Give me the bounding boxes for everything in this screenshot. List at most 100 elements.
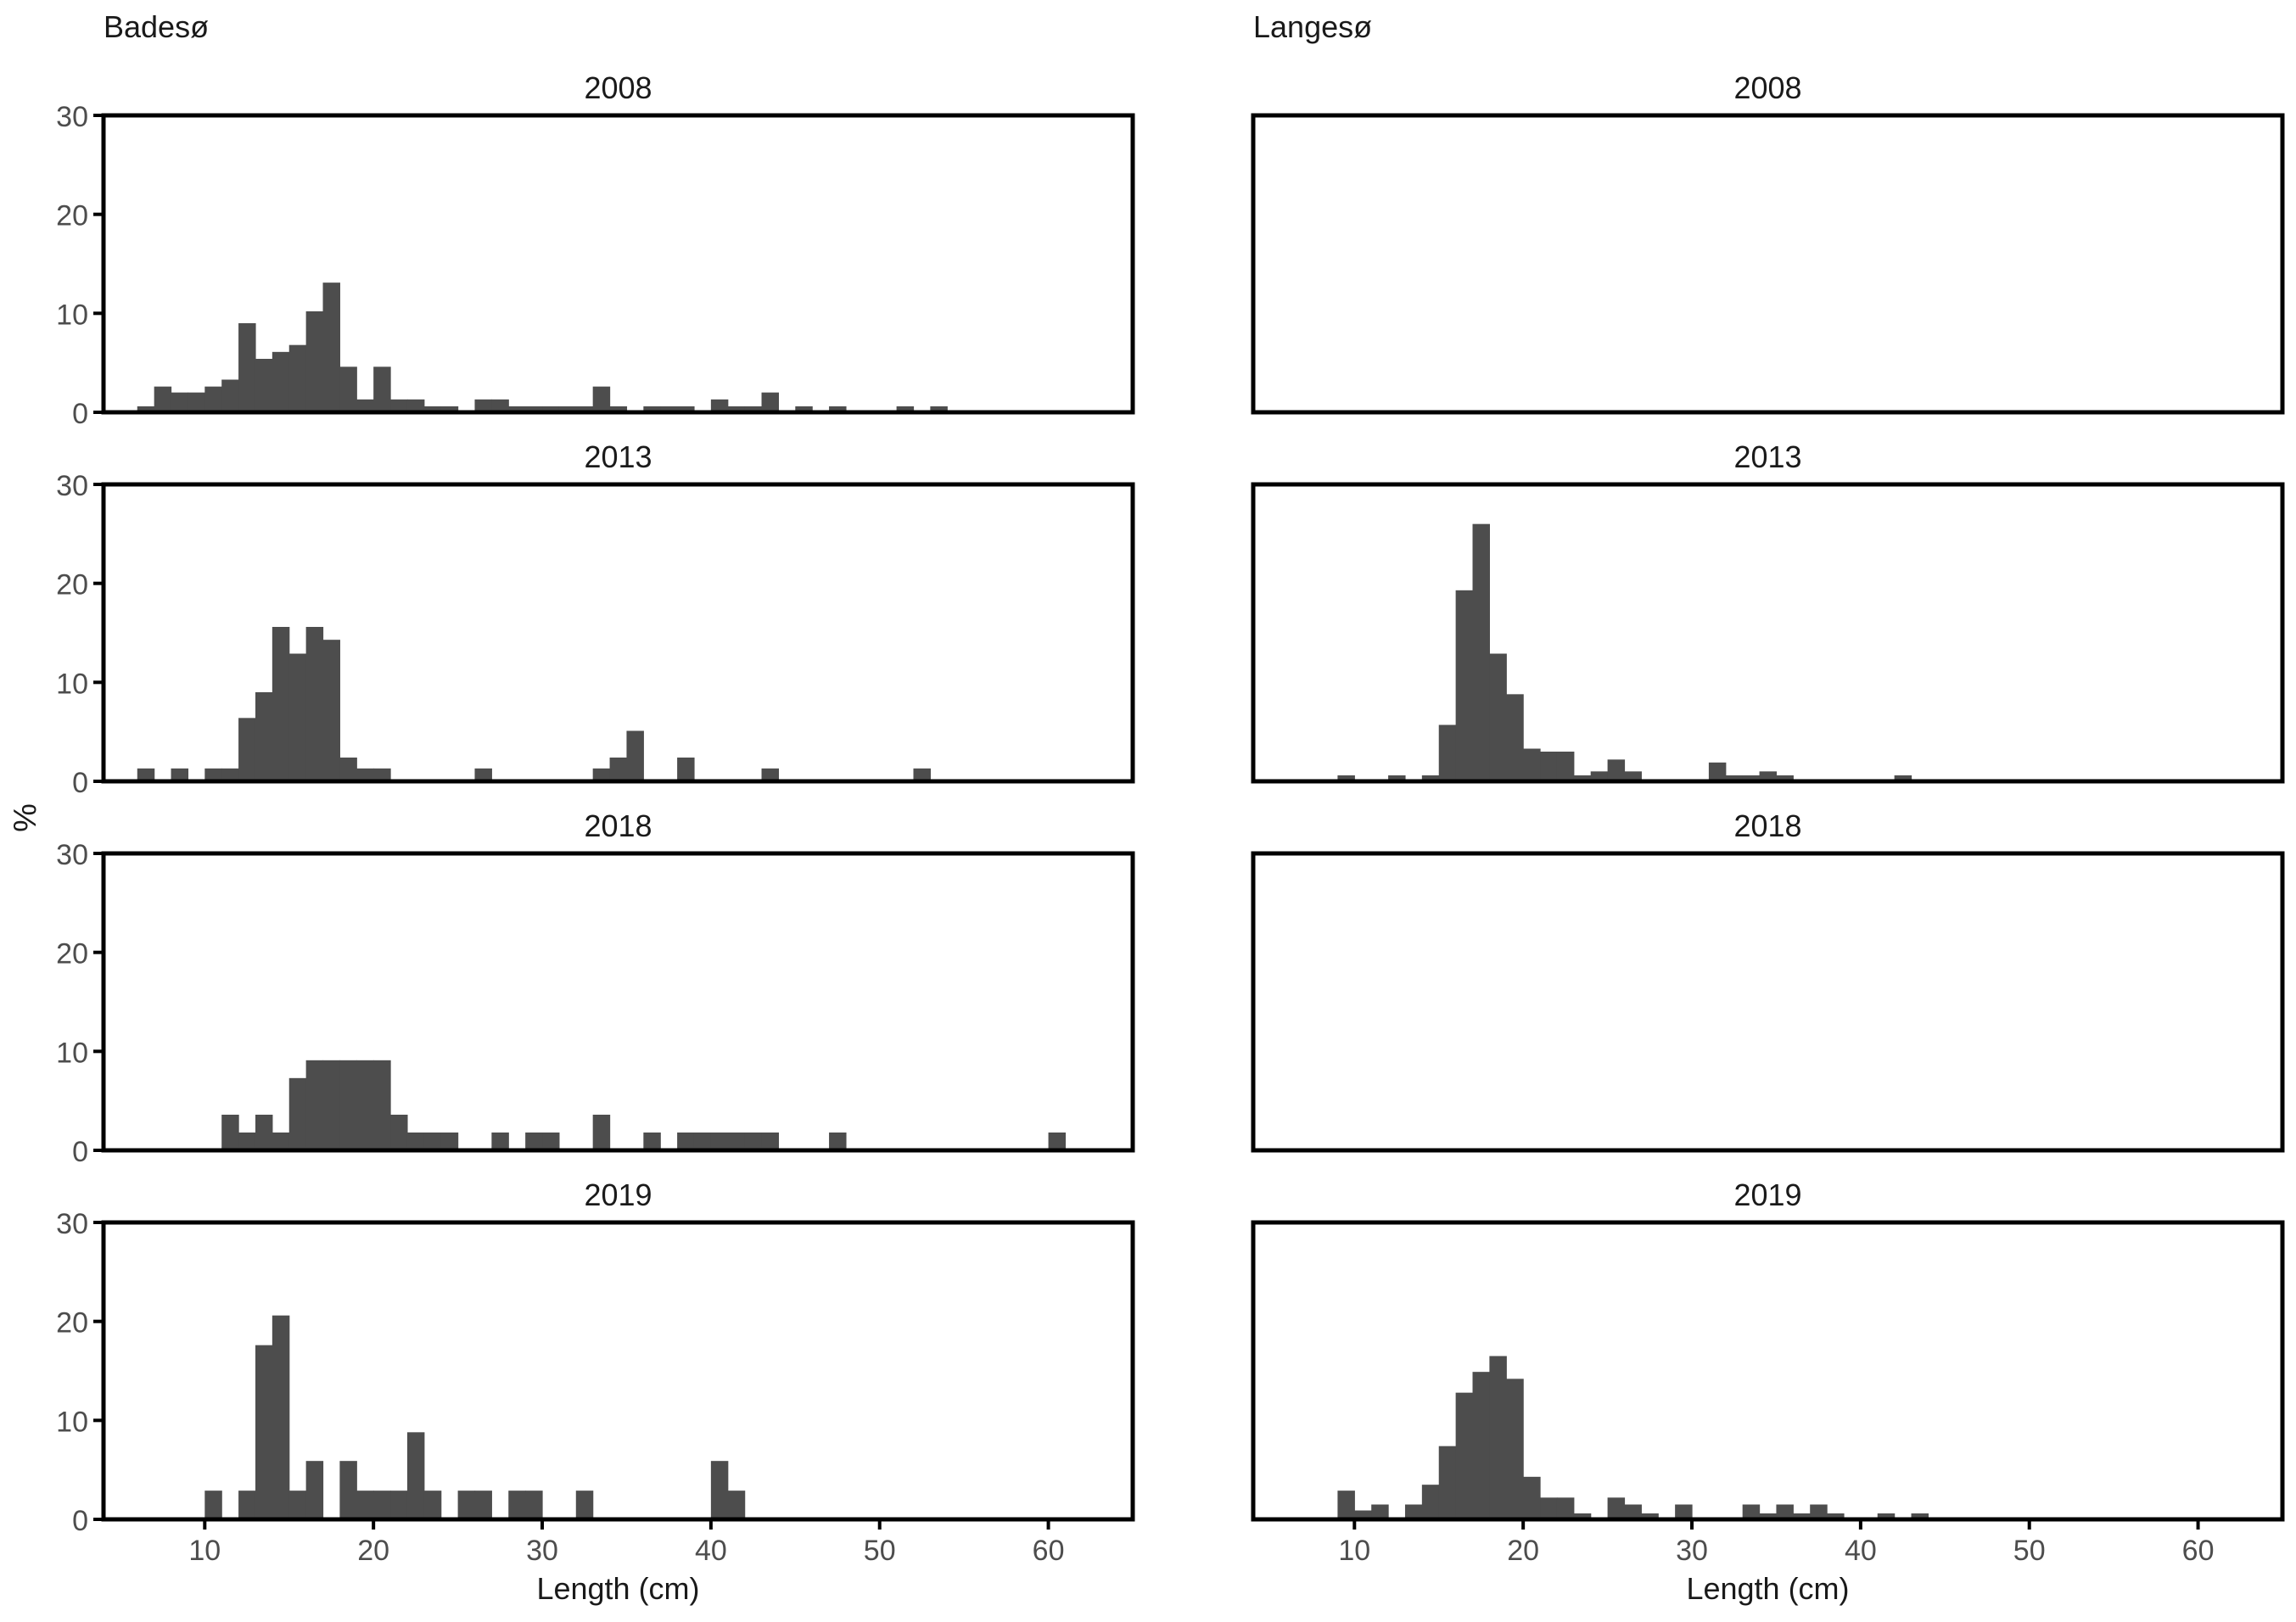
histogram-bar bbox=[1759, 771, 1778, 781]
histogram-bar bbox=[1877, 1513, 1896, 1519]
histogram-bar bbox=[508, 406, 526, 412]
histogram-bar bbox=[592, 1115, 611, 1150]
histogram-bar bbox=[1472, 523, 1490, 781]
histogram-bar bbox=[829, 406, 847, 412]
panel-title: 2018 bbox=[584, 808, 652, 843]
histogram-bar bbox=[1540, 752, 1558, 781]
y-tick-label: 0 bbox=[72, 1505, 88, 1537]
histogram-bar bbox=[339, 1060, 357, 1150]
histogram-bar bbox=[406, 1133, 425, 1150]
histogram-bar bbox=[288, 1491, 307, 1519]
histogram-bar bbox=[1607, 1497, 1626, 1519]
histogram-bar bbox=[1506, 694, 1524, 781]
histogram-bar bbox=[491, 1133, 509, 1150]
histogram-bar bbox=[761, 768, 780, 781]
y-tick-label: 30 bbox=[56, 839, 88, 871]
y-tick-label: 10 bbox=[56, 299, 88, 331]
histogram-bar bbox=[137, 768, 155, 781]
histogram-bar bbox=[423, 1133, 442, 1150]
histogram-bar bbox=[491, 399, 509, 412]
x-tick-label: 40 bbox=[695, 1535, 727, 1567]
histogram-bar bbox=[829, 1133, 847, 1150]
histogram-bar bbox=[238, 718, 256, 781]
y-tick-label: 20 bbox=[56, 569, 88, 601]
histogram-bar bbox=[272, 351, 290, 412]
histogram-bar bbox=[693, 1133, 712, 1150]
histogram-bar bbox=[322, 1060, 340, 1150]
histogram-bar bbox=[272, 627, 290, 781]
histogram-bar bbox=[609, 406, 628, 412]
histogram-bar bbox=[677, 758, 695, 781]
histogram-bar bbox=[356, 768, 374, 781]
histogram-bar bbox=[592, 386, 611, 412]
histogram-bar bbox=[542, 1133, 560, 1150]
histogram-bar bbox=[1455, 1392, 1474, 1519]
histogram-bar bbox=[238, 323, 256, 412]
histogram-bar bbox=[272, 1315, 290, 1519]
histogram-bar bbox=[423, 406, 442, 412]
histogram-bar bbox=[457, 1491, 476, 1519]
panel-langeso-2019: 2019 10 20 30 40 50 60 Length (cm) bbox=[1251, 1177, 2285, 1606]
histogram-bar bbox=[255, 1115, 273, 1150]
y-tick-label: 0 bbox=[72, 1136, 88, 1168]
histogram-bar bbox=[154, 386, 172, 412]
x-tick-label: 30 bbox=[526, 1535, 558, 1567]
histogram-bar bbox=[474, 399, 492, 412]
panel-title: 2008 bbox=[1733, 70, 1801, 105]
x-tick-label: 10 bbox=[1338, 1535, 1370, 1567]
x-tick-label: 60 bbox=[2182, 1535, 2215, 1567]
panel-frame bbox=[101, 1220, 1135, 1522]
histogram-bar bbox=[390, 1115, 408, 1150]
histogram-bar bbox=[643, 1133, 661, 1150]
panel-langeso-2013: 2013 bbox=[1251, 439, 2285, 784]
panel-frame bbox=[1251, 482, 2285, 784]
histogram-bar bbox=[322, 282, 340, 412]
histogram-bar bbox=[525, 406, 543, 412]
histogram-bar bbox=[255, 359, 273, 412]
histogram-bar bbox=[660, 406, 678, 412]
y-tick-label: 20 bbox=[56, 938, 88, 970]
x-tick-label: 40 bbox=[1845, 1535, 1877, 1567]
histogram-bar bbox=[525, 1491, 543, 1519]
histogram-bar bbox=[1523, 748, 1541, 781]
histogram-bar bbox=[440, 406, 459, 412]
histogram-bar bbox=[1556, 752, 1575, 781]
histogram-bar bbox=[1759, 1513, 1778, 1519]
histogram-bar bbox=[373, 366, 391, 412]
histogram-bar bbox=[710, 399, 729, 412]
panel-frame bbox=[101, 482, 1135, 784]
histogram-bar bbox=[761, 392, 780, 412]
y-tick-label: 20 bbox=[56, 1307, 88, 1340]
y-tick-label: 0 bbox=[72, 767, 88, 799]
histogram-bar bbox=[1489, 653, 1507, 781]
x-axis-label: Length (cm) bbox=[536, 1571, 699, 1606]
histogram-bar bbox=[1776, 1504, 1794, 1519]
panel-frame bbox=[1251, 113, 2285, 415]
histogram-bar bbox=[558, 406, 577, 412]
histogram-bar bbox=[1708, 762, 1727, 781]
histogram-bar bbox=[1489, 1356, 1507, 1519]
histogram-bar bbox=[440, 1133, 459, 1150]
histogram-bar bbox=[221, 1115, 239, 1150]
histogram-bar bbox=[1438, 1446, 1457, 1519]
panel-title: 2013 bbox=[584, 439, 652, 474]
histogram-bar bbox=[204, 1491, 222, 1519]
histogram-bar bbox=[592, 768, 611, 781]
panel-langeso-2008: 2008 bbox=[1251, 70, 2285, 415]
histogram-bar bbox=[288, 1077, 307, 1150]
histogram-bar bbox=[1742, 775, 1761, 781]
histogram-bar bbox=[288, 653, 307, 781]
y-tick-label: 10 bbox=[56, 1037, 88, 1069]
y-tick-label: 30 bbox=[56, 470, 88, 502]
histogram-bar bbox=[255, 692, 273, 781]
histogram-bar bbox=[356, 399, 374, 412]
panel-badeso-2008: 2008 0 10 20 30 bbox=[56, 70, 1135, 430]
histogram-bar bbox=[1573, 775, 1592, 781]
lake-label-langeso: Langesø bbox=[1253, 9, 1372, 44]
histogram-bar bbox=[896, 406, 915, 412]
histogram-bar bbox=[1793, 1513, 1811, 1519]
histogram-bar bbox=[1810, 1504, 1828, 1519]
histogram-bar bbox=[1556, 1497, 1575, 1519]
